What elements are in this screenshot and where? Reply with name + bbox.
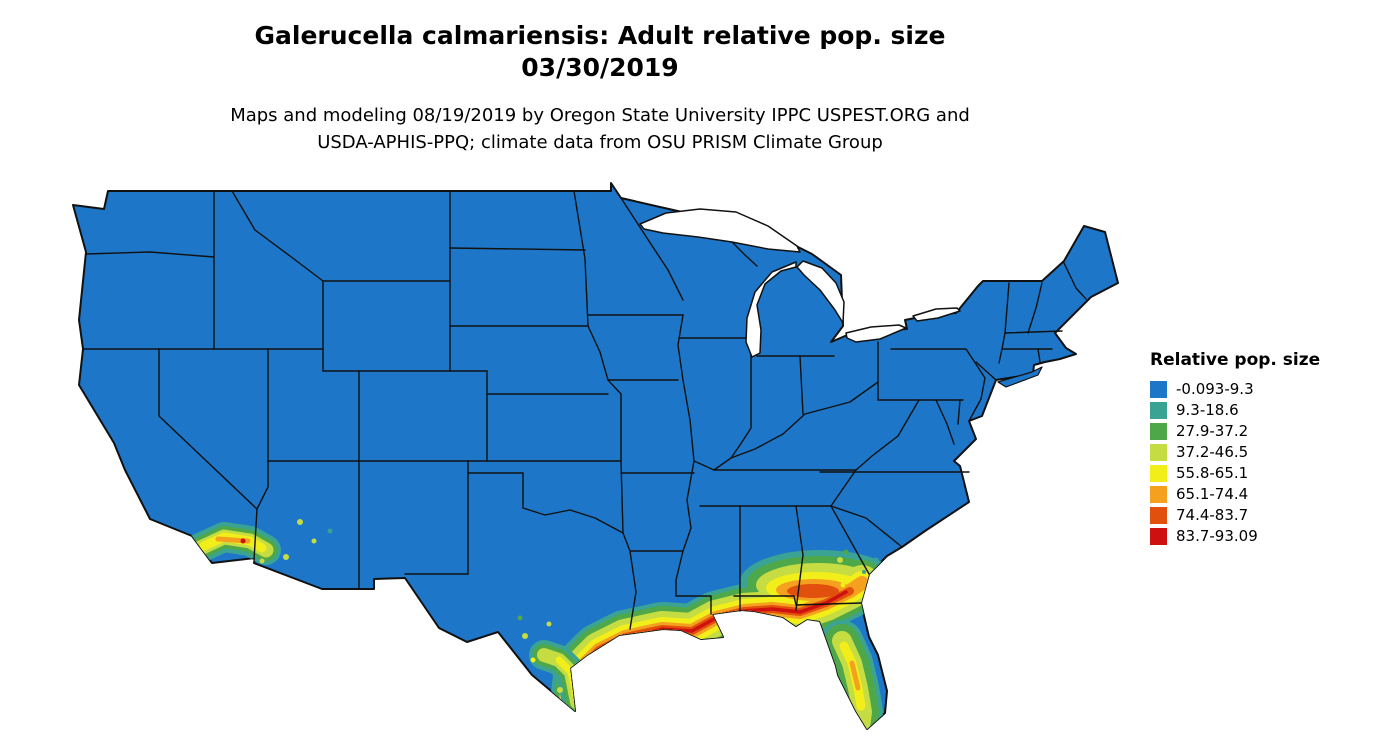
lake-huron <box>796 260 845 324</box>
florida-band-orange <box>849 660 861 691</box>
legend-label: 65.1-74.4 <box>1176 485 1249 503</box>
subtitle-line1: Maps and modeling 08/19/2019 by Oregon S… <box>230 105 970 126</box>
legend-swatch <box>1150 444 1167 461</box>
legend-label: 83.7-93.09 <box>1176 527 1258 545</box>
legend-label: 9.3-18.6 <box>1176 401 1239 419</box>
legend-label: 74.4-83.7 <box>1176 506 1249 524</box>
legend-title: Relative pop. size <box>1150 350 1321 370</box>
subtitle-line2: USDA-APHIS-PPQ; climate data from OSU PR… <box>317 132 883 153</box>
legend-row: 65.1-74.4 <box>1150 484 1395 505</box>
legend-row: 55.8-65.1 <box>1150 463 1395 484</box>
legend-swatch <box>1150 528 1167 545</box>
state-borders <box>82 190 1087 630</box>
lake-erie <box>845 324 907 343</box>
lake-michigan <box>745 261 797 358</box>
lake-superior <box>639 208 801 253</box>
legend-swatch <box>1150 381 1167 398</box>
legend-label: 55.8-65.1 <box>1176 464 1249 482</box>
legend-label: -0.093-9.3 <box>1176 380 1254 398</box>
header: Galerucella calmariensis: Adult relative… <box>0 20 1200 156</box>
legend: Relative pop. size -0.093-9.3 9.3-18.6 2… <box>1150 350 1395 547</box>
lake-ontario <box>912 307 961 322</box>
legend-row: 27.9-37.2 <box>1150 421 1395 442</box>
legend-label: 37.2-46.5 <box>1176 443 1249 461</box>
page-title: Galerucella calmariensis: Adult relative… <box>254 21 946 50</box>
legend-swatch <box>1150 507 1167 524</box>
legend-row: 83.7-93.09 <box>1150 526 1395 547</box>
legend-swatch <box>1150 423 1167 440</box>
subtitle: Maps and modeling 08/19/2019 by Oregon S… <box>0 102 1200 156</box>
long-island <box>997 366 1043 388</box>
legend-swatch <box>1150 402 1167 419</box>
legend-row: 9.3-18.6 <box>1150 400 1395 421</box>
page-title-date: 03/30/2019 <box>521 53 679 82</box>
legend-row: -0.093-9.3 <box>1150 379 1395 400</box>
legend-swatch <box>1150 486 1167 503</box>
legend-label: 27.9-37.2 <box>1176 422 1249 440</box>
legend-row: 74.4-83.7 <box>1150 505 1395 526</box>
legend-row: 37.2-46.5 <box>1150 442 1395 463</box>
legend-swatch <box>1150 465 1167 482</box>
great-lakes <box>639 208 961 358</box>
